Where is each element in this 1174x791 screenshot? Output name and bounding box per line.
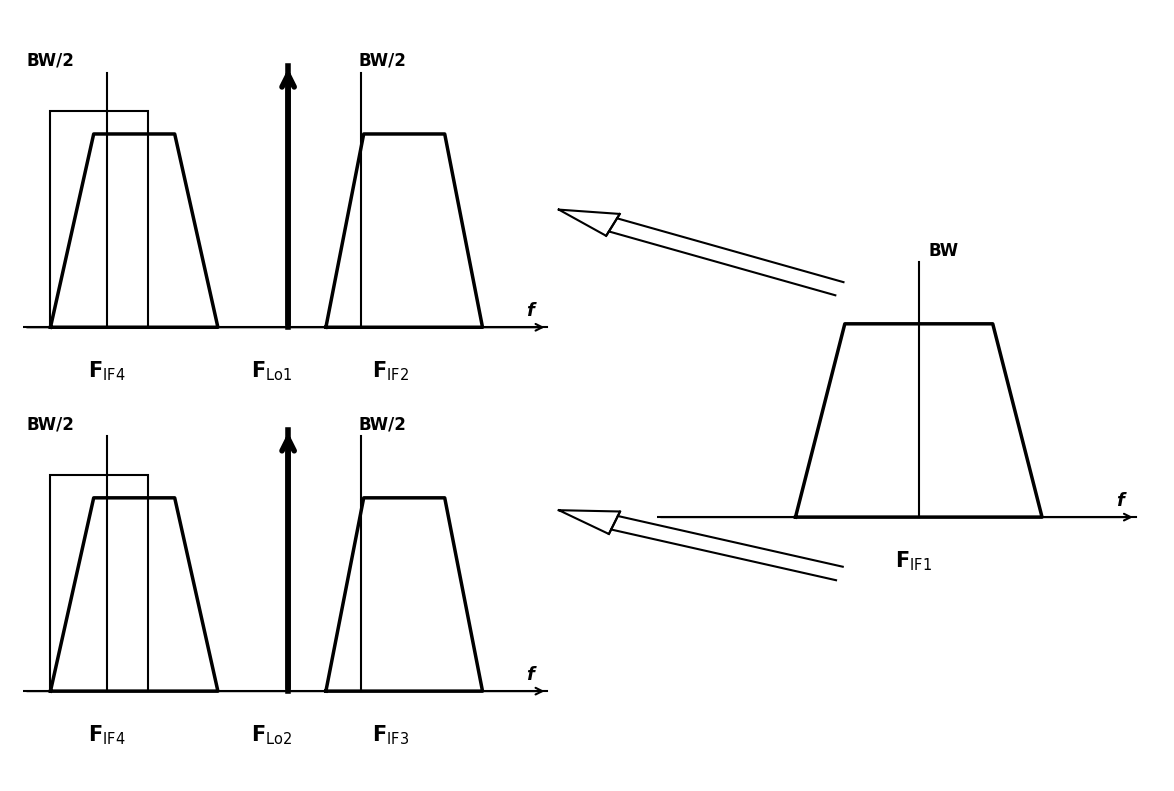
Bar — [50, 475, 148, 691]
Text: f: f — [1116, 492, 1124, 509]
Text: F$_{\rm IF4}$: F$_{\rm IF4}$ — [88, 359, 126, 383]
Text: BW/2: BW/2 — [358, 51, 406, 70]
Text: BW/2: BW/2 — [26, 415, 74, 433]
Text: F$_{\rm Lo1}$: F$_{\rm Lo1}$ — [251, 359, 292, 383]
Text: BW/2: BW/2 — [26, 51, 74, 70]
Text: F$_{\rm IF2}$: F$_{\rm IF2}$ — [372, 359, 410, 383]
Text: F$_{\rm IF4}$: F$_{\rm IF4}$ — [88, 723, 126, 747]
Bar — [50, 112, 148, 327]
Text: BW: BW — [929, 241, 959, 259]
Text: BW/2: BW/2 — [358, 415, 406, 433]
Text: F$_{\rm IF3}$: F$_{\rm IF3}$ — [372, 723, 410, 747]
Text: f: f — [526, 302, 534, 320]
Text: f: f — [526, 666, 534, 683]
Text: F$_{\rm Lo2}$: F$_{\rm Lo2}$ — [251, 723, 292, 747]
Text: F$_{\rm IF1}$: F$_{\rm IF1}$ — [896, 549, 932, 573]
